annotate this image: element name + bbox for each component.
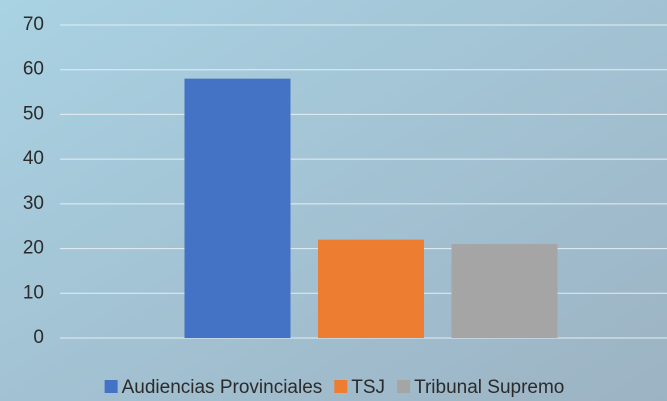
y-tick-label: 0 [33, 327, 44, 348]
y-tick-label: 40 [23, 148, 44, 169]
legend-label: Tribunal Supremo [414, 377, 564, 398]
legend-swatch [104, 380, 118, 393]
legend-swatch [334, 380, 348, 393]
bar [451, 244, 558, 338]
legend-label: Audiencias Provinciales [122, 377, 323, 398]
y-tick-label: 60 [23, 59, 44, 80]
legend-swatch [397, 380, 411, 393]
legend-label: TSJ [351, 377, 385, 398]
y-tick-label: 20 [23, 238, 44, 259]
bar [318, 239, 424, 338]
y-tick-label: 10 [23, 282, 44, 303]
y-tick-label: 50 [23, 103, 44, 124]
bar [184, 78, 291, 339]
y-tick-label: 30 [23, 193, 44, 214]
y-tick-label: 70 [23, 14, 44, 35]
